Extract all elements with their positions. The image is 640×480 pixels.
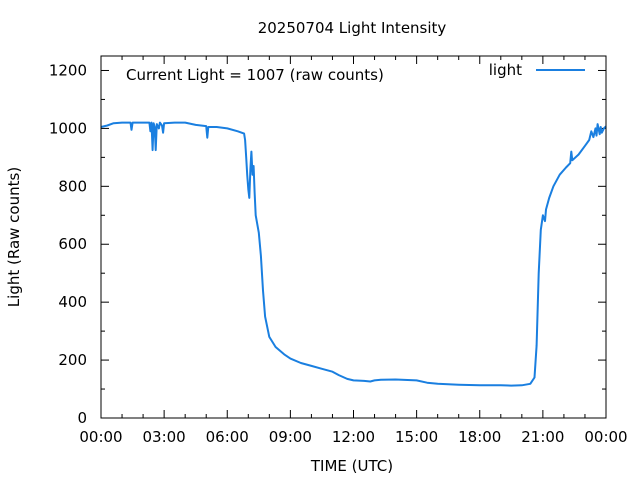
current-light-annotation: Current Light = 1007 (raw counts) xyxy=(126,66,384,84)
x-tick-label: 09:00 xyxy=(269,428,312,446)
series-layer xyxy=(100,121,607,387)
legend: light xyxy=(489,61,585,79)
y-axis-label: Light (Raw counts) xyxy=(5,167,23,307)
plot-frame xyxy=(100,55,607,419)
axes: 0 200 400 600 800 1000 1200 00:00 03:00 06:00 09:0… xyxy=(49,56,628,446)
x-tick-label: 00:00 xyxy=(79,428,122,446)
x-tick-label: 03:00 xyxy=(143,428,186,446)
x-tick-label: 21:00 xyxy=(521,428,564,446)
x-tick-label: 15:00 xyxy=(395,428,438,446)
x-axis-label: TIME (UTC) xyxy=(310,457,393,475)
x-tick-label: 18:00 xyxy=(458,428,501,446)
y-tick-label: 200 xyxy=(58,351,87,369)
y-tick-label: 0 xyxy=(77,409,87,427)
y-tick-label: 400 xyxy=(58,293,87,311)
series-line-light xyxy=(100,121,607,387)
chart-title: 20250704 Light Intensity xyxy=(258,19,447,37)
y-tick-label: 1200 xyxy=(49,61,87,79)
y-tick-label: 1000 xyxy=(49,119,87,137)
legend-label: light xyxy=(489,61,522,79)
y-tick-label: 600 xyxy=(58,235,87,253)
x-tick-label: 12:00 xyxy=(332,428,375,446)
x-tick-label: 00:00 xyxy=(584,428,627,446)
y-tick-label: 800 xyxy=(58,177,87,195)
x-tick-label: 06:00 xyxy=(206,428,249,446)
